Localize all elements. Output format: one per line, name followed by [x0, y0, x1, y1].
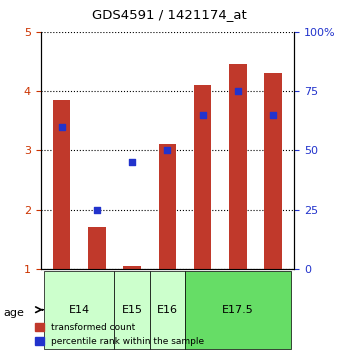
FancyBboxPatch shape [150, 270, 185, 349]
Text: E14: E14 [69, 305, 90, 315]
Text: age: age [3, 308, 24, 318]
Point [235, 88, 240, 94]
Point [59, 124, 64, 130]
Bar [53, 100, 71, 269]
Bar [264, 73, 282, 269]
FancyBboxPatch shape [44, 270, 115, 349]
Point [165, 148, 170, 153]
FancyBboxPatch shape [185, 270, 291, 349]
Text: E15: E15 [122, 305, 143, 315]
Point [129, 159, 135, 165]
Point [270, 112, 276, 118]
Bar [159, 144, 176, 269]
Bar [123, 266, 141, 269]
Point [200, 112, 205, 118]
Bar [194, 85, 211, 269]
Text: E16: E16 [157, 305, 178, 315]
Bar [229, 64, 246, 269]
Text: E17.5: E17.5 [222, 305, 254, 315]
FancyBboxPatch shape [115, 270, 150, 349]
Bar [88, 228, 106, 269]
Text: GDS4591 / 1421174_at: GDS4591 / 1421174_at [92, 8, 246, 21]
Legend: transformed count, percentile rank within the sample: transformed count, percentile rank withi… [31, 320, 208, 349]
Point [94, 207, 100, 212]
